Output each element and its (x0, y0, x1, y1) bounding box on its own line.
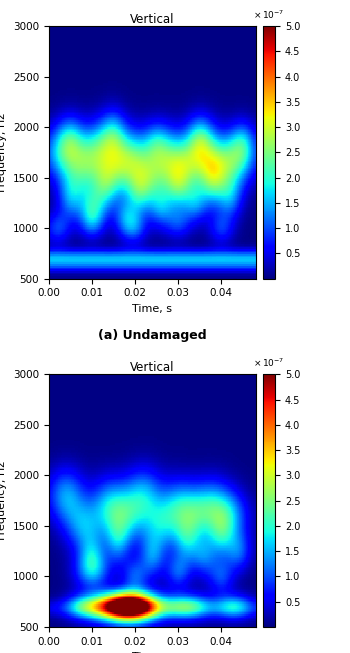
Text: (a) Undamaged: (a) Undamaged (98, 329, 207, 342)
Y-axis label: Frequency, Hz: Frequency, Hz (0, 113, 7, 192)
X-axis label: Time, s: Time, s (132, 652, 172, 653)
Title: Vertical: Vertical (130, 362, 175, 374)
Text: $\times\,10^{-7}$: $\times\,10^{-7}$ (253, 8, 285, 21)
Text: $\times\,10^{-7}$: $\times\,10^{-7}$ (253, 357, 285, 370)
Y-axis label: Frequency, Hz: Frequency, Hz (0, 461, 7, 540)
Title: Vertical: Vertical (130, 13, 175, 26)
X-axis label: Time, s: Time, s (132, 304, 172, 314)
